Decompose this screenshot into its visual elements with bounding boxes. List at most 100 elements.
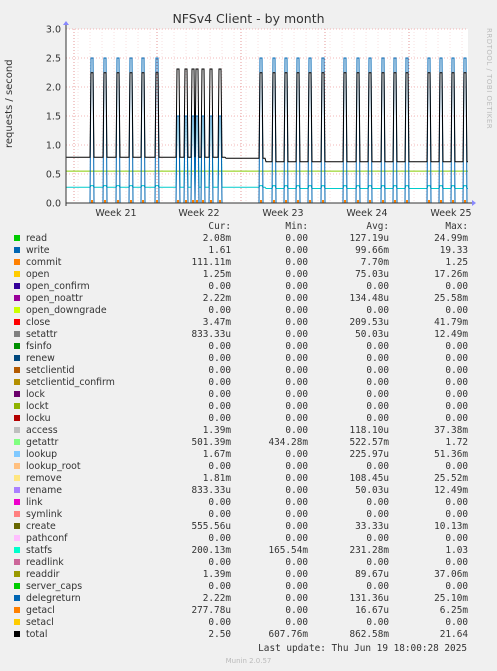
legend-swatch <box>14 451 20 457</box>
legend-cur-value: 555.56u <box>191 521 231 532</box>
legend-header: Cur: Min: Avg: Max: <box>0 221 497 233</box>
legend-avg-value: 16.67u <box>355 605 389 616</box>
x-tick-label: Week 21 <box>95 208 136 219</box>
legend-cur-value: 2.08m <box>202 233 231 244</box>
legend-max-value: 0.00 <box>445 533 468 544</box>
legend-label: setclientid <box>26 365 75 376</box>
legend-max-value: 6.25m <box>439 605 468 616</box>
legend-max-value: 19.33 <box>439 245 468 256</box>
legend-label: readlink <box>26 557 64 568</box>
legend-swatch <box>14 259 20 265</box>
legend-swatch <box>14 499 20 505</box>
legend-min-value: 0.00 <box>285 317 308 328</box>
legend-max-value: 0.00 <box>445 401 468 412</box>
munin-version: Munin 2.0.57 <box>225 657 272 665</box>
legend-row: readdir 1.39m 0.00 89.67u 37.06m <box>0 569 497 581</box>
commit-marker <box>142 200 144 203</box>
col-avg-header: Avg: <box>366 221 389 232</box>
legend-row: lookup_root 0.00 0.00 0.00 0.00 <box>0 461 497 473</box>
legend-min-value: 0.00 <box>285 233 308 244</box>
legend-row: statfs 200.13m 165.54m 231.28m 1.03 <box>0 545 497 557</box>
legend-label: close <box>26 317 51 328</box>
legend-cur-value: 0.00 <box>208 377 231 388</box>
commit-marker <box>273 200 275 203</box>
legend-row: link 0.00 0.00 0.00 0.00 <box>0 497 497 509</box>
legend-min-value: 0.00 <box>285 413 308 424</box>
legend-swatch <box>14 511 20 517</box>
y-tick-label: 2.5 <box>46 54 61 65</box>
legend-row: lookup 1.67m 0.00 225.97u 51.36m <box>0 449 497 461</box>
legend-swatch <box>14 463 20 469</box>
legend-min-value: 0.00 <box>285 245 308 256</box>
legend-min-value: 0.00 <box>285 485 308 496</box>
legend-avg-value: 0.00 <box>366 509 389 520</box>
legend-max-value: 37.06m <box>434 569 468 580</box>
legend-label: getacl <box>26 605 55 616</box>
legend-avg-value: 0.00 <box>366 533 389 544</box>
legend-avg-value: 0.00 <box>366 281 389 292</box>
legend-avg-value: 522.57m <box>349 437 389 448</box>
legend-swatch <box>14 367 20 373</box>
legend-cur-value: 0.00 <box>208 617 231 628</box>
legend-avg-value: 0.00 <box>366 377 389 388</box>
commit-marker <box>452 200 454 203</box>
legend-avg-value: 127.19u <box>349 233 389 244</box>
legend-min-value: 0.00 <box>285 305 308 316</box>
legend-max-value: 41.79m <box>434 317 468 328</box>
legend-max-value: 1.25 <box>445 257 468 268</box>
legend-label: total <box>26 629 48 640</box>
legend-max-value: 0.00 <box>445 365 468 376</box>
legend-label: server_caps <box>26 581 83 592</box>
legend-max-value: 0.00 <box>445 281 468 292</box>
legend-cur-value: 0.00 <box>208 281 231 292</box>
legend-cur-value: 0.00 <box>208 581 231 592</box>
legend-label: lock <box>26 389 45 400</box>
legend-max-value: 0.00 <box>445 353 468 364</box>
legend-swatch <box>14 391 20 397</box>
legend-max-value: 12.49m <box>434 485 468 496</box>
legend-label: open <box>26 269 50 280</box>
legend-min-value: 0.00 <box>285 593 308 604</box>
legend-max-value: 51.36m <box>434 449 468 460</box>
legend-avg-value: 7.70m <box>360 257 389 268</box>
legend-max-value: 0.00 <box>445 557 468 568</box>
legend-avg-value: 118.10u <box>349 425 389 436</box>
legend-avg-value: 131.36u <box>349 593 389 604</box>
legend-avg-value: 0.00 <box>366 557 389 568</box>
legend-min-value: 0.00 <box>285 329 308 340</box>
series-total-line <box>66 68 468 163</box>
legend-row: getattr 501.39m 434.28m 522.57m 1.72 <box>0 437 497 449</box>
legend-row: fsinfo 0.00 0.00 0.00 0.00 <box>0 341 497 353</box>
legend-min-value: 0.00 <box>285 377 308 388</box>
legend-cur-value: 0.00 <box>208 305 231 316</box>
legend-max-value: 0.00 <box>445 461 468 472</box>
legend-cur-value: 833.33u <box>191 485 231 496</box>
legend-max-value: 25.58m <box>434 293 468 304</box>
legend-swatch <box>14 619 20 625</box>
legend-min-value: 165.54m <box>268 545 308 556</box>
legend-cur-value: 277.78u <box>191 605 231 616</box>
legend-label: lookup_root <box>26 461 81 472</box>
legend-min-value: 0.00 <box>285 557 308 568</box>
legend-label: fsinfo <box>26 341 52 352</box>
legend-cur-value: 3.47m <box>202 317 231 328</box>
legend-row: create 555.56u 0.00 33.33u 10.13m <box>0 521 497 533</box>
legend-cur-value: 0.00 <box>208 341 231 352</box>
legend-row: remove 1.81m 0.00 108.45u 25.52m <box>0 473 497 485</box>
legend-cur-value: 0.00 <box>208 353 231 364</box>
commit-marker <box>322 200 324 203</box>
legend-avg-value: 0.00 <box>366 389 389 400</box>
legend-cur-value: 2.50 <box>208 629 231 640</box>
legend-row: delegreturn 2.22m 0.00 131.36u 25.10m <box>0 593 497 605</box>
legend-swatch <box>14 295 20 301</box>
y-tick-label: 1.5 <box>46 112 61 123</box>
legend-label: getattr <box>26 437 59 448</box>
legend-swatch <box>14 583 20 589</box>
legend-label: rename <box>26 485 63 496</box>
commit-marker <box>130 200 132 203</box>
legend-min-value: 0.00 <box>285 461 308 472</box>
commit-marker <box>260 200 262 203</box>
legend-swatch <box>14 535 20 541</box>
legend-cur-value: 0.00 <box>208 413 231 424</box>
commit-marker <box>440 200 442 203</box>
